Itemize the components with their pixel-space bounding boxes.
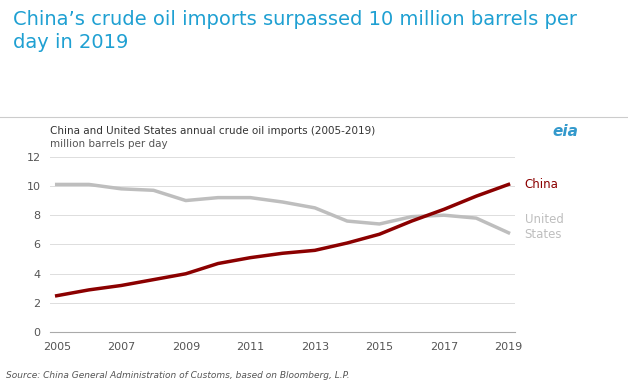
Text: China: China	[524, 178, 558, 191]
Text: eia: eia	[553, 125, 578, 139]
Text: United
States: United States	[524, 213, 563, 241]
Text: China and United States annual crude oil imports (2005-2019): China and United States annual crude oil…	[50, 126, 376, 136]
Text: million barrels per day: million barrels per day	[50, 139, 168, 149]
Text: China’s crude oil imports surpassed 10 million barrels per
day in 2019: China’s crude oil imports surpassed 10 m…	[13, 10, 577, 52]
Text: Source: China General Administration of Customs, based on Bloomberg, L.P.: Source: China General Administration of …	[6, 371, 350, 380]
